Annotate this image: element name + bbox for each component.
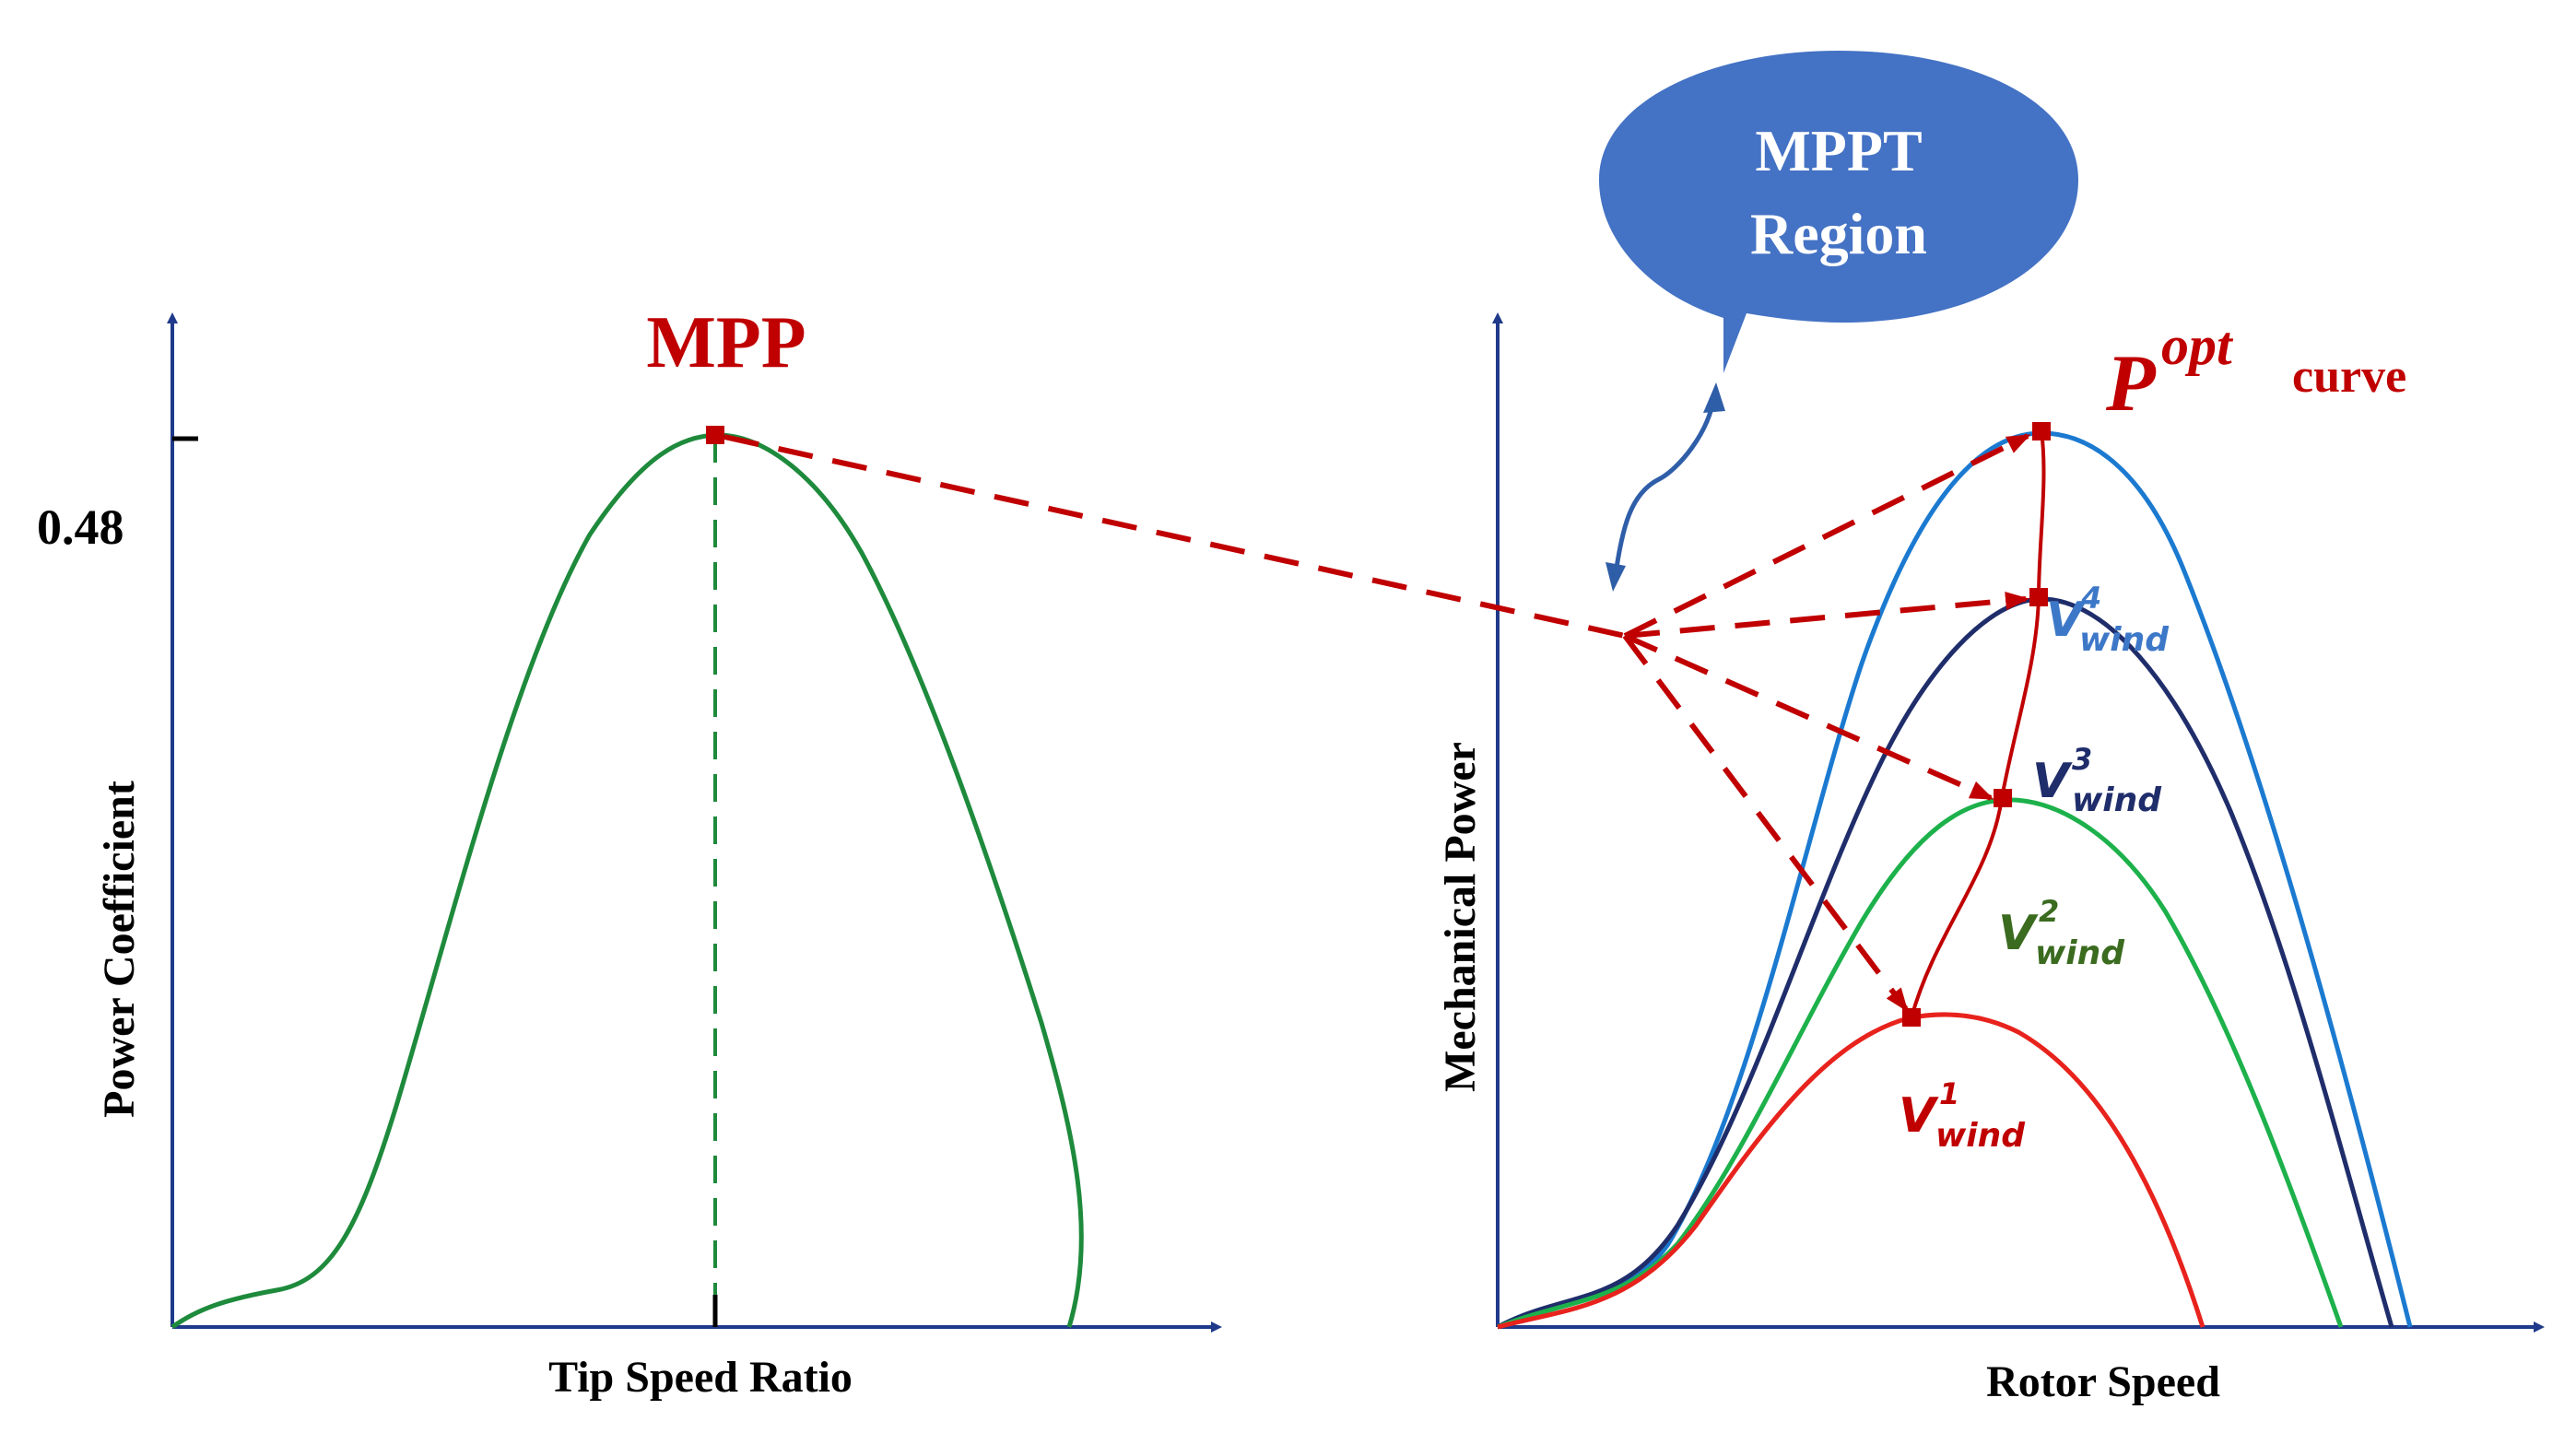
wind-curve-1-red (1497, 1012, 2205, 1330)
svg-text:curve: curve (2292, 350, 2406, 403)
svg-text:V: V (1899, 1088, 1939, 1144)
mpp-point (706, 426, 724, 444)
optimal-power-curve (1910, 430, 2046, 1018)
left-y-tick-label: 0.48 (37, 499, 124, 555)
dashed-arrows (723, 433, 2031, 1013)
mppt-region-callout: MPPT Region (1599, 51, 2078, 592)
wind-label-4: V 4 wind (2046, 581, 2170, 659)
svg-text:P: P (2105, 339, 2157, 429)
popt-curve-label: P opt curve (2105, 315, 2406, 429)
opt-point-2 (1994, 789, 2012, 807)
popt-superscript: opt (2161, 315, 2234, 376)
popt-suffix: curve (2292, 350, 2406, 403)
opt-point-1 (1902, 1008, 1921, 1027)
callout-connector (1612, 393, 1717, 581)
wind-2-subscript: wind (2035, 934, 2125, 972)
svg-text:V: V (1998, 906, 2039, 961)
svg-text:wind: wind (2079, 621, 2170, 659)
callout-line2: Region (1750, 201, 1927, 266)
svg-text:3: 3 (2072, 742, 2092, 777)
svg-text:wind: wind (2072, 781, 2162, 819)
connector-head-top (1703, 382, 1725, 413)
callout-bubble (1599, 51, 2078, 373)
wind-label-2: V 2 wind (1998, 894, 2125, 972)
opt-point-3 (2029, 588, 2048, 606)
svg-text:1: 1 (1939, 1076, 1959, 1111)
wind-3-symbol: V (2032, 754, 2073, 809)
svg-text:wind: wind (1935, 1117, 2026, 1155)
wind-4-superscript: 4 (2080, 581, 2101, 616)
wind-4-symbol: V (2046, 593, 2087, 648)
wind-label-3: V 3 wind (2032, 742, 2162, 819)
wind-3-subscript: wind (2072, 781, 2162, 819)
opt-point-4 (2032, 422, 2051, 440)
wind-1-superscript: 1 (1939, 1076, 1959, 1111)
connector-head-bottom (1606, 562, 1626, 592)
wind-curve-3-dark (1496, 596, 2394, 1330)
left-y-label: Power Coefficient (95, 781, 144, 1118)
wind-2-superscript: 2 (2039, 894, 2059, 929)
wind-label-1: V 1 wind (1899, 1076, 2026, 1155)
wind-curve-2-green (1497, 797, 2344, 1330)
wind-2-symbol: V (1998, 906, 2039, 961)
svg-text:opt: opt (2161, 315, 2234, 376)
right-chart: V 4 wind V 3 wind V 2 wind V 1 wind P op… (1436, 312, 2545, 1406)
power-coefficient-curve (171, 432, 1084, 1330)
hub-to-opt1-arrow (1622, 634, 1909, 1013)
left-x-label: Tip Speed Ratio (548, 1353, 853, 1402)
svg-text:V: V (2032, 754, 2073, 809)
mpp-to-hub-arrow (723, 434, 1626, 639)
svg-text:2: 2 (2039, 894, 2059, 929)
hub-to-opt2-arrow (1623, 633, 1994, 801)
svg-text:wind: wind (2035, 934, 2125, 972)
right-y-label: Mechanical Power (1436, 742, 1485, 1092)
hub-to-opt3-arrow (1624, 592, 2029, 639)
right-x-label: Rotor Speed (1986, 1357, 2220, 1406)
wind-1-subscript: wind (1935, 1117, 2026, 1155)
svg-text:4: 4 (2080, 581, 2101, 616)
wind-3-superscript: 3 (2072, 742, 2092, 777)
wind-curve-4-light (1496, 430, 2413, 1330)
wind-1-symbol: V (1899, 1088, 1939, 1144)
hub-to-opt4-arrow (1623, 433, 2031, 639)
mpp-label: MPP (646, 302, 806, 383)
svg-text:V: V (2046, 593, 2087, 648)
wind-4-subscript: wind (2079, 621, 2170, 659)
popt-symbol: P (2105, 339, 2157, 429)
callout-line1: MPPT (1755, 118, 1922, 183)
left-chart: 0.48 MPP Tip Speed Ratio Power Coefficie… (37, 302, 1222, 1402)
